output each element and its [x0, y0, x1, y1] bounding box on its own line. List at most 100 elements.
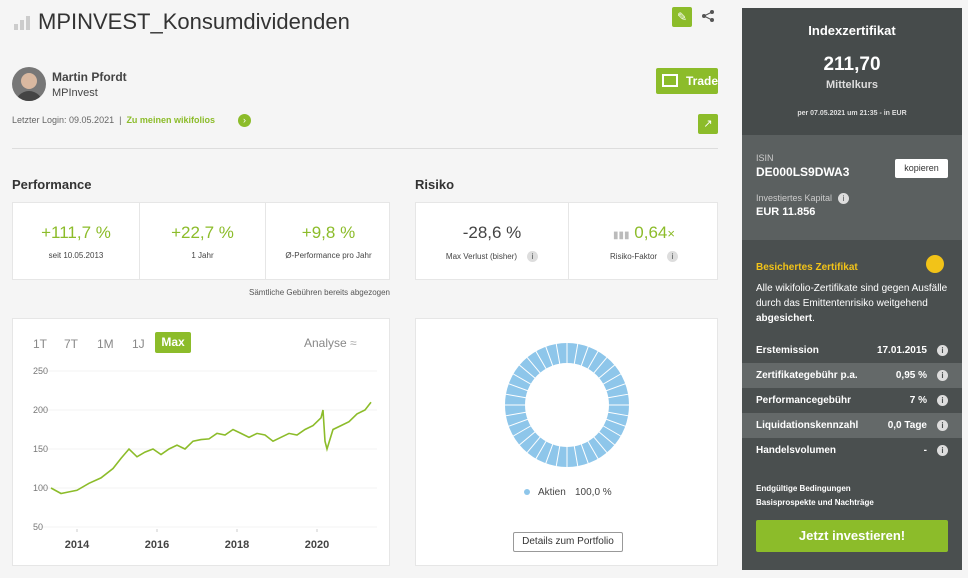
trader-name[interactable]: Martin Pfordt	[52, 70, 127, 84]
segment-divider	[598, 430, 616, 446]
fact-value-wrap: 0,0 Tage i	[888, 420, 948, 431]
invest-button[interactable]: Jetzt investieren!	[756, 520, 948, 552]
details-button[interactable]: Details zum Portfolio	[513, 532, 623, 552]
y-tick-label: 250	[33, 366, 48, 376]
terms-link[interactable]: Endgültige Bedingungen	[756, 484, 851, 493]
trade-icon	[662, 74, 678, 87]
trade-label: Trade	[686, 74, 719, 88]
secured-body: Alle wikifolio-Zertifikate sind gegen Au…	[756, 283, 948, 309]
segment-divider	[580, 345, 590, 367]
chart-button[interactable]: ↗	[698, 114, 718, 134]
segment-divider	[605, 382, 627, 392]
secured-bold: abgesichert	[756, 313, 813, 324]
y-tick-label: 200	[33, 405, 48, 415]
last-login: Letzter Login: 09.05.2021 | Zu meinen wi…	[12, 115, 215, 125]
price-section: Indexzertifikat 211,70 Mittelkurs per 07…	[742, 8, 962, 135]
copy-button[interactable]: kopieren	[895, 159, 948, 178]
risk-item: ▮▮▮ 0,64× Risiko-Faktor i	[568, 203, 719, 279]
link-arrow[interactable]: ›	[238, 114, 251, 127]
segment-divider	[592, 436, 608, 454]
info-icon[interactable]: i	[937, 395, 948, 406]
info-icon[interactable]: i	[937, 445, 948, 456]
donut-segment	[505, 343, 629, 467]
fees-note: Sämtliche Gebühren bereits abgezogen	[249, 288, 390, 297]
trade-button[interactable]: Trade	[656, 68, 718, 94]
segment-divider	[544, 345, 554, 367]
info-icon[interactable]: i	[527, 251, 539, 262]
edit-button[interactable]: ✎	[672, 7, 692, 27]
fact-label: Liquidationskennzahl	[756, 420, 859, 431]
performance-box: +111,7 % seit 10.05.2013 +22,7 % 1 Jahr +9…	[12, 202, 390, 280]
info-icon[interactable]: i	[937, 370, 948, 381]
risk-title: Risiko	[415, 177, 455, 192]
y-tick-label: 100	[33, 483, 48, 493]
price-label: Mittelkurs	[826, 79, 878, 91]
info-icon[interactable]: i	[838, 193, 850, 204]
segment-divider	[602, 425, 622, 437]
segment-divider	[504, 411, 527, 417]
segment-divider	[587, 440, 599, 460]
segment-divider	[512, 373, 532, 385]
info-icon[interactable]: i	[667, 251, 679, 262]
risk-box: -28,6 % Max Verlust (bisher) i ▮▮▮ 0,64× Ri…	[415, 202, 718, 280]
legend-label: Aktien	[538, 487, 566, 498]
fact-value: -	[923, 445, 927, 456]
perf-label: Ø-Performance pro Jahr	[285, 251, 372, 260]
perf-label: seit 10.05.2013	[48, 251, 104, 260]
range-button-active[interactable]: Max	[155, 332, 191, 353]
segment-divider	[592, 356, 608, 374]
range-button[interactable]: 7T	[64, 337, 79, 351]
bars-icon	[14, 16, 30, 30]
perf-item: +9,8 % Ø-Performance pro Jahr	[265, 203, 391, 279]
fact-label: Performancegebühr	[756, 395, 852, 406]
certificate-panel: Indexzertifikat 211,70 Mittelkurs per 07…	[742, 8, 962, 570]
avatar	[12, 67, 46, 101]
segment-divider	[512, 425, 532, 437]
donut-chart: Aktien 100,0 %	[504, 342, 630, 498]
wikifolios-link[interactable]: Zu meinen wikifolios	[126, 115, 215, 125]
segment-divider	[573, 342, 579, 365]
risk-factor: 0,64	[634, 223, 668, 242]
x-tick-label: 2020	[305, 539, 329, 551]
price: 211,70	[823, 54, 881, 75]
risk-icon: ▮▮▮	[613, 230, 630, 241]
capital: EUR 11.856	[756, 206, 816, 218]
fact-value-wrap: -i	[924, 445, 948, 456]
segment-divider	[555, 445, 561, 468]
fact-value: 0,95 %	[895, 370, 927, 381]
risk-value: -28,6 %	[462, 223, 522, 242]
y-tick-label: 50	[33, 522, 43, 532]
info-icon[interactable]: i	[937, 420, 948, 431]
x-tick-label: 2018	[225, 539, 249, 551]
segment-divider	[598, 364, 616, 380]
isin-label: ISIN	[756, 153, 774, 163]
fact-label: Erstemission	[756, 345, 819, 356]
fact-row: Handelsvolumen - i	[742, 438, 962, 463]
risk-item: -28,6 % Max Verlust (bisher) i	[416, 203, 568, 279]
prospectus-link[interactable]: Basisprospekte und Nachträge	[756, 498, 874, 507]
range-button[interactable]: 1M	[97, 337, 114, 351]
range-button[interactable]: 1J	[132, 337, 145, 351]
range-button[interactable]: 1T	[33, 337, 48, 351]
capital-label-text: Investiertes Kapital	[756, 193, 833, 203]
portfolio-box: Aktien 100,0 % Details zum Portfolio	[415, 318, 718, 566]
fact-label: Handelsvolumen	[756, 445, 837, 456]
segment-divider	[507, 382, 529, 392]
segment-divider	[573, 445, 579, 468]
x-tick-label: 2014	[65, 539, 90, 551]
fact-row: Liquidationskennzahl 0,0 Tage i	[742, 413, 962, 438]
risk-unit: ×	[667, 226, 675, 241]
analyse-icon: ≈	[350, 336, 357, 350]
risk-label: Max Verlust (bisher) i	[416, 251, 568, 262]
perf-value: +9,8 %	[301, 223, 356, 242]
segment-divider	[535, 440, 547, 460]
chart-box: 1T 7T 1M 1J Max Analyse ≈ 50 100 150 200 250…	[12, 318, 390, 566]
analyse-label: Analyse	[304, 336, 347, 350]
line-chart: 50 100 150 200 250 2014 2016 2018 2020	[33, 366, 377, 551]
secured-end: .	[812, 313, 815, 324]
share-icon[interactable]	[701, 9, 715, 23]
info-icon[interactable]: i	[937, 345, 948, 356]
segment-divider	[580, 443, 590, 465]
isin-section: ISIN DE000LS9DWA3 kopieren Investiertes …	[742, 135, 962, 240]
analyse-button[interactable]: Analyse ≈	[304, 336, 357, 350]
